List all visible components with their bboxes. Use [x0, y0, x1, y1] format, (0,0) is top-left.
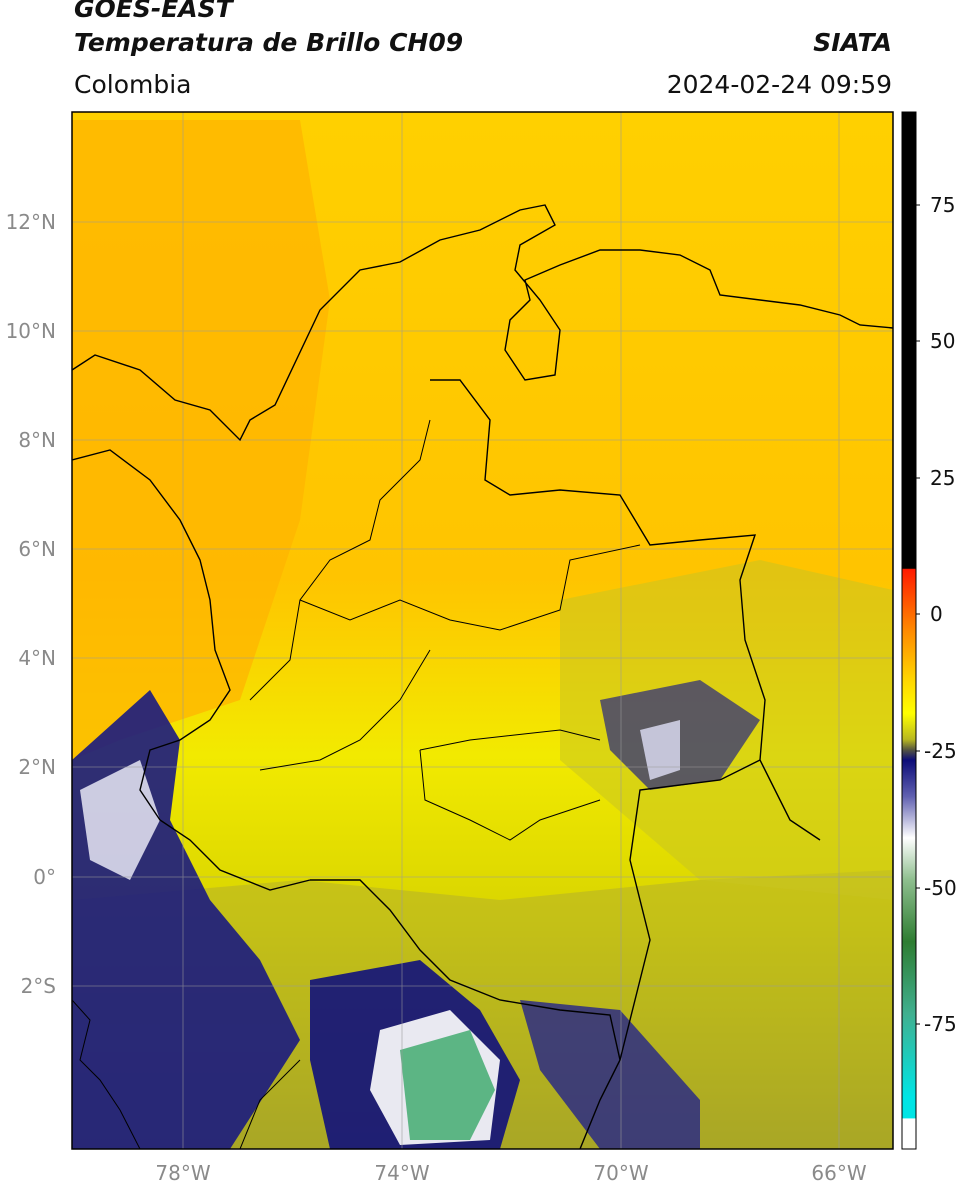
- boundaries: [72, 204, 893, 1149]
- caribbean-coastline: [72, 204, 893, 442]
- lat-label: 0°: [33, 865, 56, 889]
- olive-region: [72, 870, 893, 1149]
- map-frame: [71, 111, 894, 1150]
- lat-label: 2°N: [18, 755, 56, 779]
- colorbar-label: 50: [930, 329, 955, 353]
- colorbar-label: 25: [930, 466, 955, 490]
- product-title: Temperatura de Brillo CH09: [74, 28, 464, 57]
- graticule: [72, 112, 893, 1149]
- brazil-border: [619, 759, 761, 1061]
- longitude-labels: 78°W 74°W 70°W 66°W: [155, 1161, 866, 1185]
- colorbar-label: 0: [930, 602, 943, 626]
- colorbar: 75 50 25 0 -25 -50 -75: [901, 111, 957, 1150]
- lon-label: 70°W: [593, 1161, 648, 1185]
- colorbar-label: -25: [924, 739, 957, 763]
- satellite-title: GOES-EAST: [74, 0, 233, 23]
- lat-label: 8°N: [18, 428, 56, 452]
- lat-label: 4°N: [18, 646, 56, 670]
- colorbar-label: -50: [924, 876, 957, 900]
- lat-label: 12°N: [6, 210, 56, 234]
- region-label: Colombia: [74, 70, 192, 99]
- lon-label: 66°W: [811, 1161, 866, 1185]
- organization-label: SIATA: [813, 28, 892, 57]
- map-field: [72, 112, 893, 1149]
- lat-label: 2°S: [21, 974, 56, 998]
- timestamp-label: 2024-02-24 09:59: [666, 70, 892, 99]
- colorbar-label: -75: [924, 1012, 957, 1036]
- peru-ecuador-coast: [72, 999, 301, 1149]
- lat-label: 10°N: [6, 319, 56, 343]
- latitude-labels: 12°N 10°N 8°N 6°N 4°N 2°N 0° 2°S: [6, 210, 56, 998]
- very-cold-core: [400, 1030, 495, 1140]
- lon-label: 78°W: [155, 1161, 210, 1185]
- convective-core: [640, 720, 680, 780]
- colorbar-scale: [901, 111, 917, 1150]
- lon-label: 74°W: [374, 1161, 429, 1185]
- southern-border: [310, 879, 621, 1149]
- lat-label: 6°N: [18, 537, 56, 561]
- colorbar-label: 75: [930, 193, 955, 217]
- department-borders: [249, 419, 641, 841]
- cold-cloud-southeast: [520, 1000, 700, 1149]
- colombia-venezuela-border: [430, 379, 821, 841]
- pacific-coastline: [72, 449, 311, 891]
